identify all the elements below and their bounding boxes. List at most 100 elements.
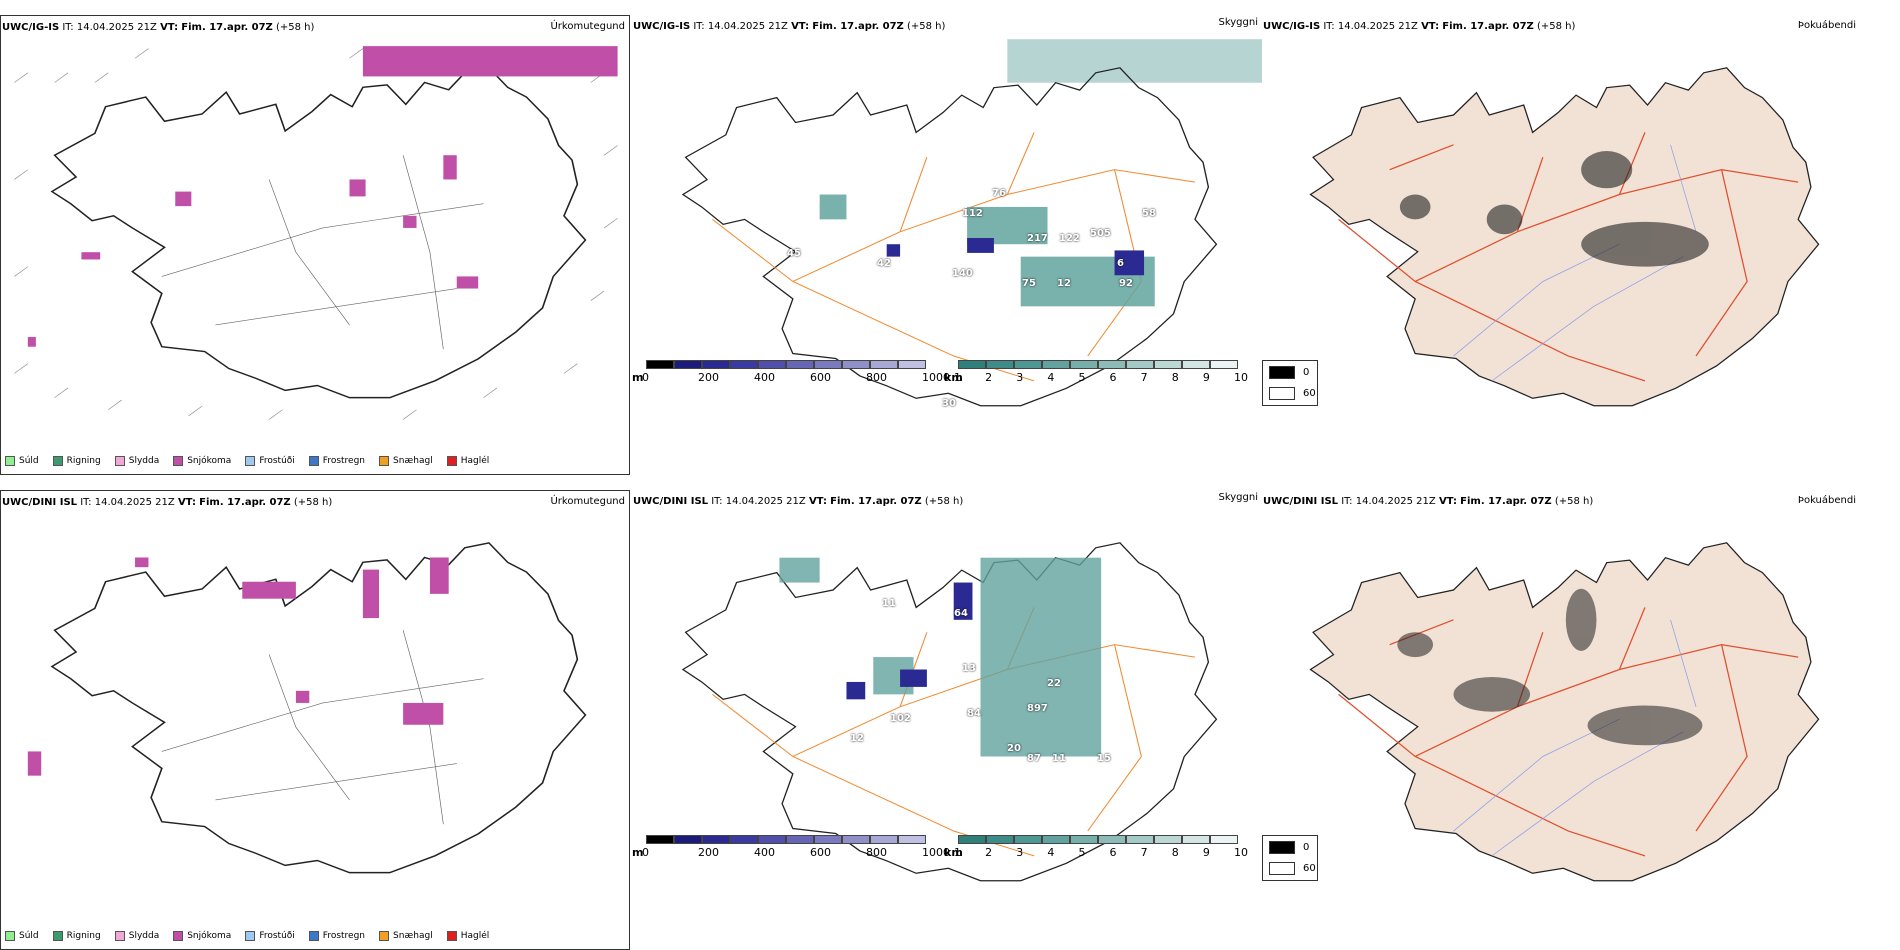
it-label: IT: bbox=[693, 21, 705, 32]
swatch bbox=[446, 456, 457, 466]
model-name: UWC/IG-IS bbox=[633, 21, 691, 32]
legend-item: Rigning bbox=[52, 456, 101, 466]
colorbar-tick-label: 8 bbox=[1171, 371, 1179, 384]
colorbar-tick-label: 8 bbox=[1171, 846, 1179, 859]
legend-item: Súld bbox=[5, 456, 39, 466]
colorbar-segment bbox=[1154, 360, 1182, 369]
colorbar-segment bbox=[898, 360, 926, 369]
swatch bbox=[446, 931, 457, 941]
legend-item: Frostregn bbox=[308, 931, 365, 941]
swatch bbox=[173, 456, 184, 466]
legend-swatch bbox=[1269, 387, 1295, 400]
visibility-panel-bottom: UWC/DINI ISL IT: 14.04.2025 21Z VT: Fim.… bbox=[632, 490, 1262, 950]
colorbar-segment bbox=[758, 360, 786, 369]
swatch bbox=[245, 931, 256, 941]
ceiling-colorbar: m 0 200 400 600 800 1000 bbox=[632, 360, 950, 384]
colorbar-segment bbox=[870, 835, 898, 844]
colorbar-tick-label: 5 bbox=[1078, 371, 1086, 384]
model-name: UWC/IG-IS bbox=[2, 22, 60, 33]
ceiling-colorbar: m 0 200 400 600 800 1000 bbox=[632, 835, 950, 859]
precip-panel-bottom: UWC/DINI ISL IT: 14.04.2025 21Z VT: Fim.… bbox=[0, 490, 630, 950]
colorbar-tick-label: 10 bbox=[1234, 371, 1248, 384]
vt-label: VT: bbox=[1421, 21, 1440, 32]
colorbar-segment bbox=[898, 835, 926, 844]
colorbar-tick-label: 9 bbox=[1202, 371, 1210, 384]
legend-label: Snjókoma bbox=[187, 456, 232, 466]
swatch bbox=[379, 456, 390, 466]
visibility-map bbox=[682, 39, 1262, 407]
panel-header: UWC/IG-IS IT: 14.04.2025 21Z VT: Fim. 17… bbox=[2, 22, 314, 33]
legend-label: 60 bbox=[1303, 388, 1316, 399]
colorbar-segment bbox=[986, 360, 1014, 369]
colorbar-segment bbox=[1210, 835, 1238, 844]
colorbar-segment bbox=[702, 835, 730, 844]
colorbar-segment bbox=[1042, 360, 1070, 369]
colorbar-segment bbox=[1154, 835, 1182, 844]
it-label: IT: bbox=[711, 496, 723, 507]
colorbar-tick-label: 9 bbox=[1202, 846, 1210, 859]
legend-item: Slydda bbox=[114, 456, 159, 466]
precip-legend: Súld Rigning Slydda Snjókoma Frostúði Fr… bbox=[5, 456, 503, 466]
legend-item: Snjókoma bbox=[173, 931, 231, 941]
legend-label: Rigning bbox=[66, 931, 101, 941]
colorbar-tick-label: 10 bbox=[1234, 846, 1248, 859]
panel-title: Þokuábendi bbox=[1797, 495, 1856, 506]
vt-label: VT: bbox=[808, 496, 827, 507]
vt-value: Fim. 17.apr. 07Z bbox=[830, 496, 922, 507]
legend-swatch bbox=[1269, 841, 1295, 854]
cloud-legend: 0 60 bbox=[1262, 835, 1318, 881]
colorbar-tick-label: 400 bbox=[754, 846, 775, 859]
colorbar-segment bbox=[986, 835, 1014, 844]
lead-time: (+58 h) bbox=[1537, 21, 1576, 32]
it-value: 14.04.2025 21Z bbox=[707, 21, 788, 32]
swatch bbox=[52, 931, 63, 941]
colorbar-tick-label: 200 bbox=[698, 846, 719, 859]
cloud-map bbox=[1309, 542, 1820, 882]
colorbar-tick-label: 1000 bbox=[922, 846, 950, 859]
vt-label: VT: bbox=[1438, 496, 1457, 507]
colorbar-tick-label: 3 bbox=[1016, 371, 1024, 384]
it-label: IT: bbox=[80, 497, 92, 508]
swatch bbox=[5, 456, 15, 466]
swatch bbox=[308, 456, 319, 466]
colorbar-segment bbox=[1210, 360, 1238, 369]
colorbar-tick-label: 1 bbox=[954, 371, 961, 384]
legend-label: Frostúði bbox=[259, 456, 295, 466]
colorbar-segment bbox=[1182, 360, 1210, 369]
model-name: UWC/DINI ISL bbox=[2, 497, 78, 508]
colorbar-segment bbox=[870, 360, 898, 369]
colorbar-segment bbox=[786, 835, 814, 844]
precip-map bbox=[27, 542, 587, 874]
panel-title: Úrkomutegund bbox=[550, 21, 625, 32]
panel-header: UWC/DINI ISL IT: 14.04.2025 21Z VT: Fim.… bbox=[2, 497, 332, 508]
legend-item: Súld bbox=[5, 931, 39, 941]
colorbar-tick-label: 600 bbox=[810, 371, 831, 384]
ceiling-unit: m bbox=[632, 846, 644, 859]
colorbar-tick-label: 200 bbox=[698, 371, 719, 384]
vt-value: Fim. 17.apr. 07Z bbox=[1442, 21, 1534, 32]
colorbar-segment bbox=[958, 360, 986, 369]
lead-time: (+58 h) bbox=[907, 21, 946, 32]
colorbar-segment bbox=[842, 835, 870, 844]
legend-item: Rigning bbox=[52, 931, 101, 941]
legend-label: Súld bbox=[19, 931, 39, 941]
vt-label: VT: bbox=[791, 21, 810, 32]
visibility-unit: km bbox=[944, 371, 963, 384]
colorbar-tick-label: 5 bbox=[1078, 846, 1086, 859]
legend-label: 0 bbox=[1303, 842, 1310, 853]
lead-time: (+58 h) bbox=[276, 22, 315, 33]
legend-item: Frostregn bbox=[308, 456, 365, 466]
colorbar-segment bbox=[758, 835, 786, 844]
colorbar-tick-label: 6 bbox=[1109, 846, 1117, 859]
lead-time: (+58 h) bbox=[1554, 496, 1594, 507]
panel-title: Þokuábendi bbox=[1797, 20, 1856, 31]
colorbar-tick-label: 800 bbox=[866, 371, 887, 384]
legend-label: Frostúði bbox=[259, 931, 295, 941]
swatch bbox=[173, 931, 184, 941]
panel-header: UWC/DINI ISL IT: 14.04.2025 21Z VT: Fim.… bbox=[1263, 496, 1593, 507]
colorbar-segment bbox=[674, 835, 702, 844]
colorbar-tick-label: 2 bbox=[985, 371, 993, 384]
lead-time: (+58 h) bbox=[924, 496, 964, 507]
cloud-panel-bottom: UWC/DINI ISL IT: 14.04.2025 21Z VT: Fim.… bbox=[1262, 490, 1862, 950]
legend-swatch bbox=[1269, 862, 1295, 875]
